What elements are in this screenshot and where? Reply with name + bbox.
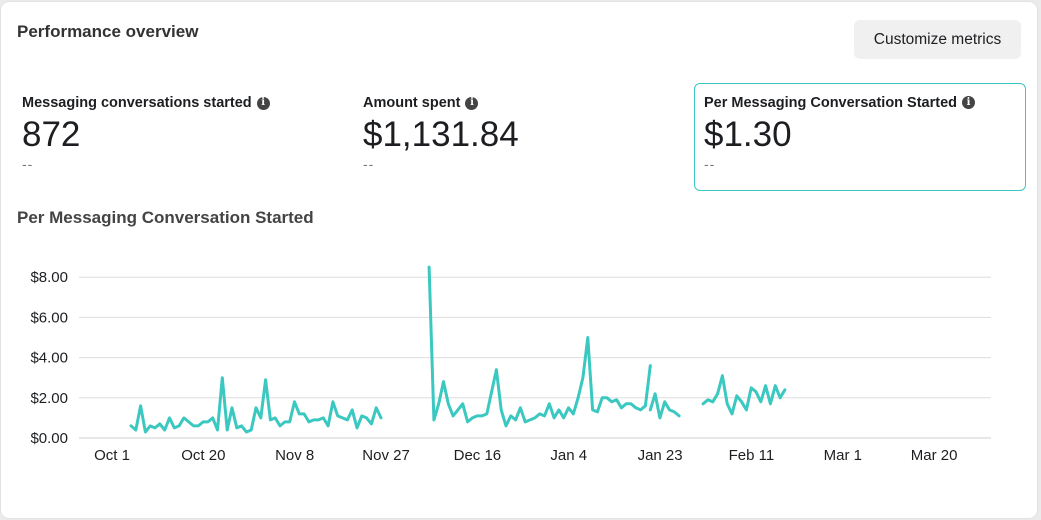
metric-label: Per Messaging Conversation Started <box>704 94 958 111</box>
metric-delta: -- <box>22 156 34 172</box>
chart-series <box>129 265 787 434</box>
series-line-segment <box>427 265 652 428</box>
series-line-segment <box>701 374 787 416</box>
x-tick-label: Oct 1 <box>94 447 130 464</box>
x-tick-label: Nov 8 <box>275 447 314 464</box>
info-icon[interactable]: i <box>465 96 479 110</box>
y-tick-label: $0.00 <box>30 430 68 447</box>
y-tick-label: $2.00 <box>30 390 68 407</box>
x-tick-label: Feb 11 <box>729 447 775 464</box>
metric-amount-spent[interactable]: Amount spent i $1,131.84 -- <box>355 83 685 191</box>
metric-value: $1,131.84 <box>363 115 519 154</box>
series-line-segment <box>648 392 681 420</box>
metric-label: Amount spent <box>363 95 461 111</box>
metric-value: $1.30 <box>704 114 792 154</box>
metric-label-row: Amount spent i <box>363 95 677 111</box>
metric-value: 872 <box>22 115 81 154</box>
x-tick-label: Nov 27 <box>362 447 410 464</box>
metric-delta: -- <box>363 156 375 172</box>
x-tick-label: Jan 4 <box>550 447 587 464</box>
y-tick-label: $4.00 <box>30 350 68 367</box>
metric-label: Messaging conversations started <box>22 95 252 111</box>
x-axis-labels: Oct 1 Oct 20 Nov 8 Nov 27 Dec 16 Jan 4 Jan 23 F… <box>94 447 957 464</box>
series-line-segment <box>129 376 383 434</box>
metric-label-row: Per Messaging Conversation Started i <box>704 95 1017 111</box>
metric-cost-per-conversation[interactable]: Per Messaging Conversation Started i $1.… <box>694 83 1026 191</box>
line-chart[interactable]: $0.00 $2.00 $4.00 $6.00 $8.00 Oct 1 Oct 20 Nov… <box>1 252 1001 472</box>
card-title: Performance overview <box>17 22 199 41</box>
y-tick-label: $8.00 <box>30 269 68 286</box>
x-tick-label: Jan 23 <box>638 447 683 464</box>
metric-label-row: Messaging conversations started i <box>22 95 336 111</box>
chart-title: Per Messaging Conversation Started <box>17 208 314 227</box>
metric-delta: -- <box>704 155 716 172</box>
y-tick-label: $6.00 <box>30 309 68 326</box>
info-icon[interactable]: i <box>256 96 270 110</box>
y-axis-labels: $0.00 $2.00 $4.00 $6.00 $8.00 <box>30 269 68 447</box>
metric-conversations-started[interactable]: Messaging conversations started i 872 -- <box>14 83 344 191</box>
x-tick-label: Oct 20 <box>181 447 225 464</box>
x-tick-label: Mar 20 <box>911 447 958 464</box>
x-tick-label: Mar 1 <box>824 447 862 464</box>
chart-grid <box>79 276 991 439</box>
customize-metrics-button[interactable]: Customize metrics <box>854 20 1021 59</box>
x-tick-label: Dec 16 <box>454 447 502 464</box>
info-icon[interactable]: i <box>962 96 976 109</box>
